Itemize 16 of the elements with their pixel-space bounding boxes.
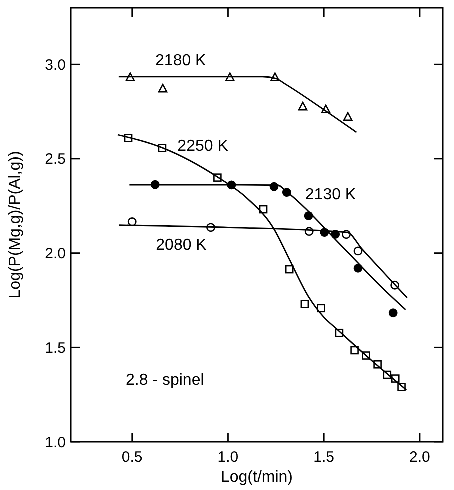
series-label: 2180 K: [156, 52, 207, 70]
y-axis-title: Log(P(Mg,g)/P(Al,g)): [7, 151, 24, 299]
x-tick-label: 2.0: [410, 449, 430, 466]
y-tick-label: 1.0: [45, 434, 66, 452]
x-tick-label: 1.5: [314, 449, 335, 466]
x-tick-label: 0.5: [122, 449, 143, 466]
series-label: 2130 K: [305, 186, 356, 204]
series-label: 2080 K: [156, 236, 208, 254]
x-axis-title: Log(t/min): [220, 469, 294, 486]
x-tick-label: 1.0: [218, 449, 239, 466]
y-tick-label: 2.0: [45, 246, 66, 263]
annotation: 2.8 - spinel: [126, 372, 204, 389]
y-tick-label: 3.0: [45, 56, 66, 74]
y-tick-label: 1.5: [45, 340, 66, 357]
series-label: 2250 K: [178, 138, 229, 155]
y-tick-label: 2.5: [45, 151, 66, 168]
